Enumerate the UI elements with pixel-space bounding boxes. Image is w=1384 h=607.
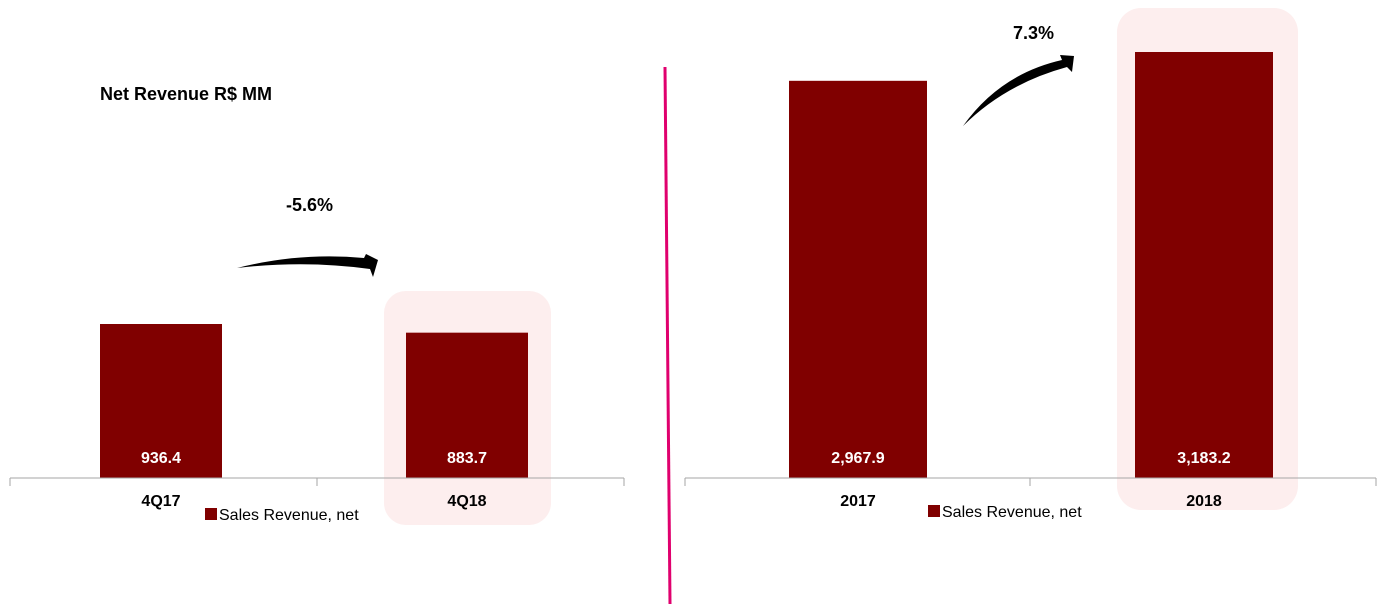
bar-4q18 — [406, 332, 528, 478]
legend-swatch — [928, 505, 940, 517]
category-label-2018: 2018 — [1186, 493, 1222, 510]
bar-4q17 — [100, 324, 222, 478]
bars: 936.4 883.7 — [100, 324, 528, 478]
annual-revenue-chart: 7.3% 2,967.9 3,183.2 2017 2018 Sales Reve… — [684, 8, 1377, 521]
category-label-4q17: 4Q17 — [141, 493, 180, 510]
growth-label: 7.3% — [1013, 23, 1054, 43]
legend-label: Sales Revenue, net — [942, 504, 1082, 521]
legend-swatch — [205, 508, 217, 520]
bars: 2,967.9 3,183.2 — [789, 52, 1273, 478]
bar-value-label-4q18: 883.7 — [447, 450, 487, 467]
growth-label: -5.6% — [286, 195, 333, 215]
chart-title: Net Revenue R$ MM — [100, 84, 272, 104]
category-label-2017: 2017 — [840, 493, 876, 510]
legend-label: Sales Revenue, net — [219, 507, 359, 524]
bar-2017 — [789, 80, 927, 478]
bar-2018 — [1135, 52, 1273, 478]
quarterly-revenue-chart: Net Revenue R$ MM -5.6% 936.4 883.7 4Q17 … — [9, 84, 625, 525]
bar-value-label-2018: 3,183.2 — [1177, 450, 1230, 467]
category-label-4q18: 4Q18 — [447, 493, 486, 510]
growth-arrow-icon — [237, 254, 378, 277]
chart-divider — [663, 66, 672, 605]
bar-value-label-4q17: 936.4 — [141, 450, 181, 467]
bar-value-label-2017: 2,967.9 — [831, 450, 884, 467]
growth-arrow-icon — [963, 55, 1074, 126]
